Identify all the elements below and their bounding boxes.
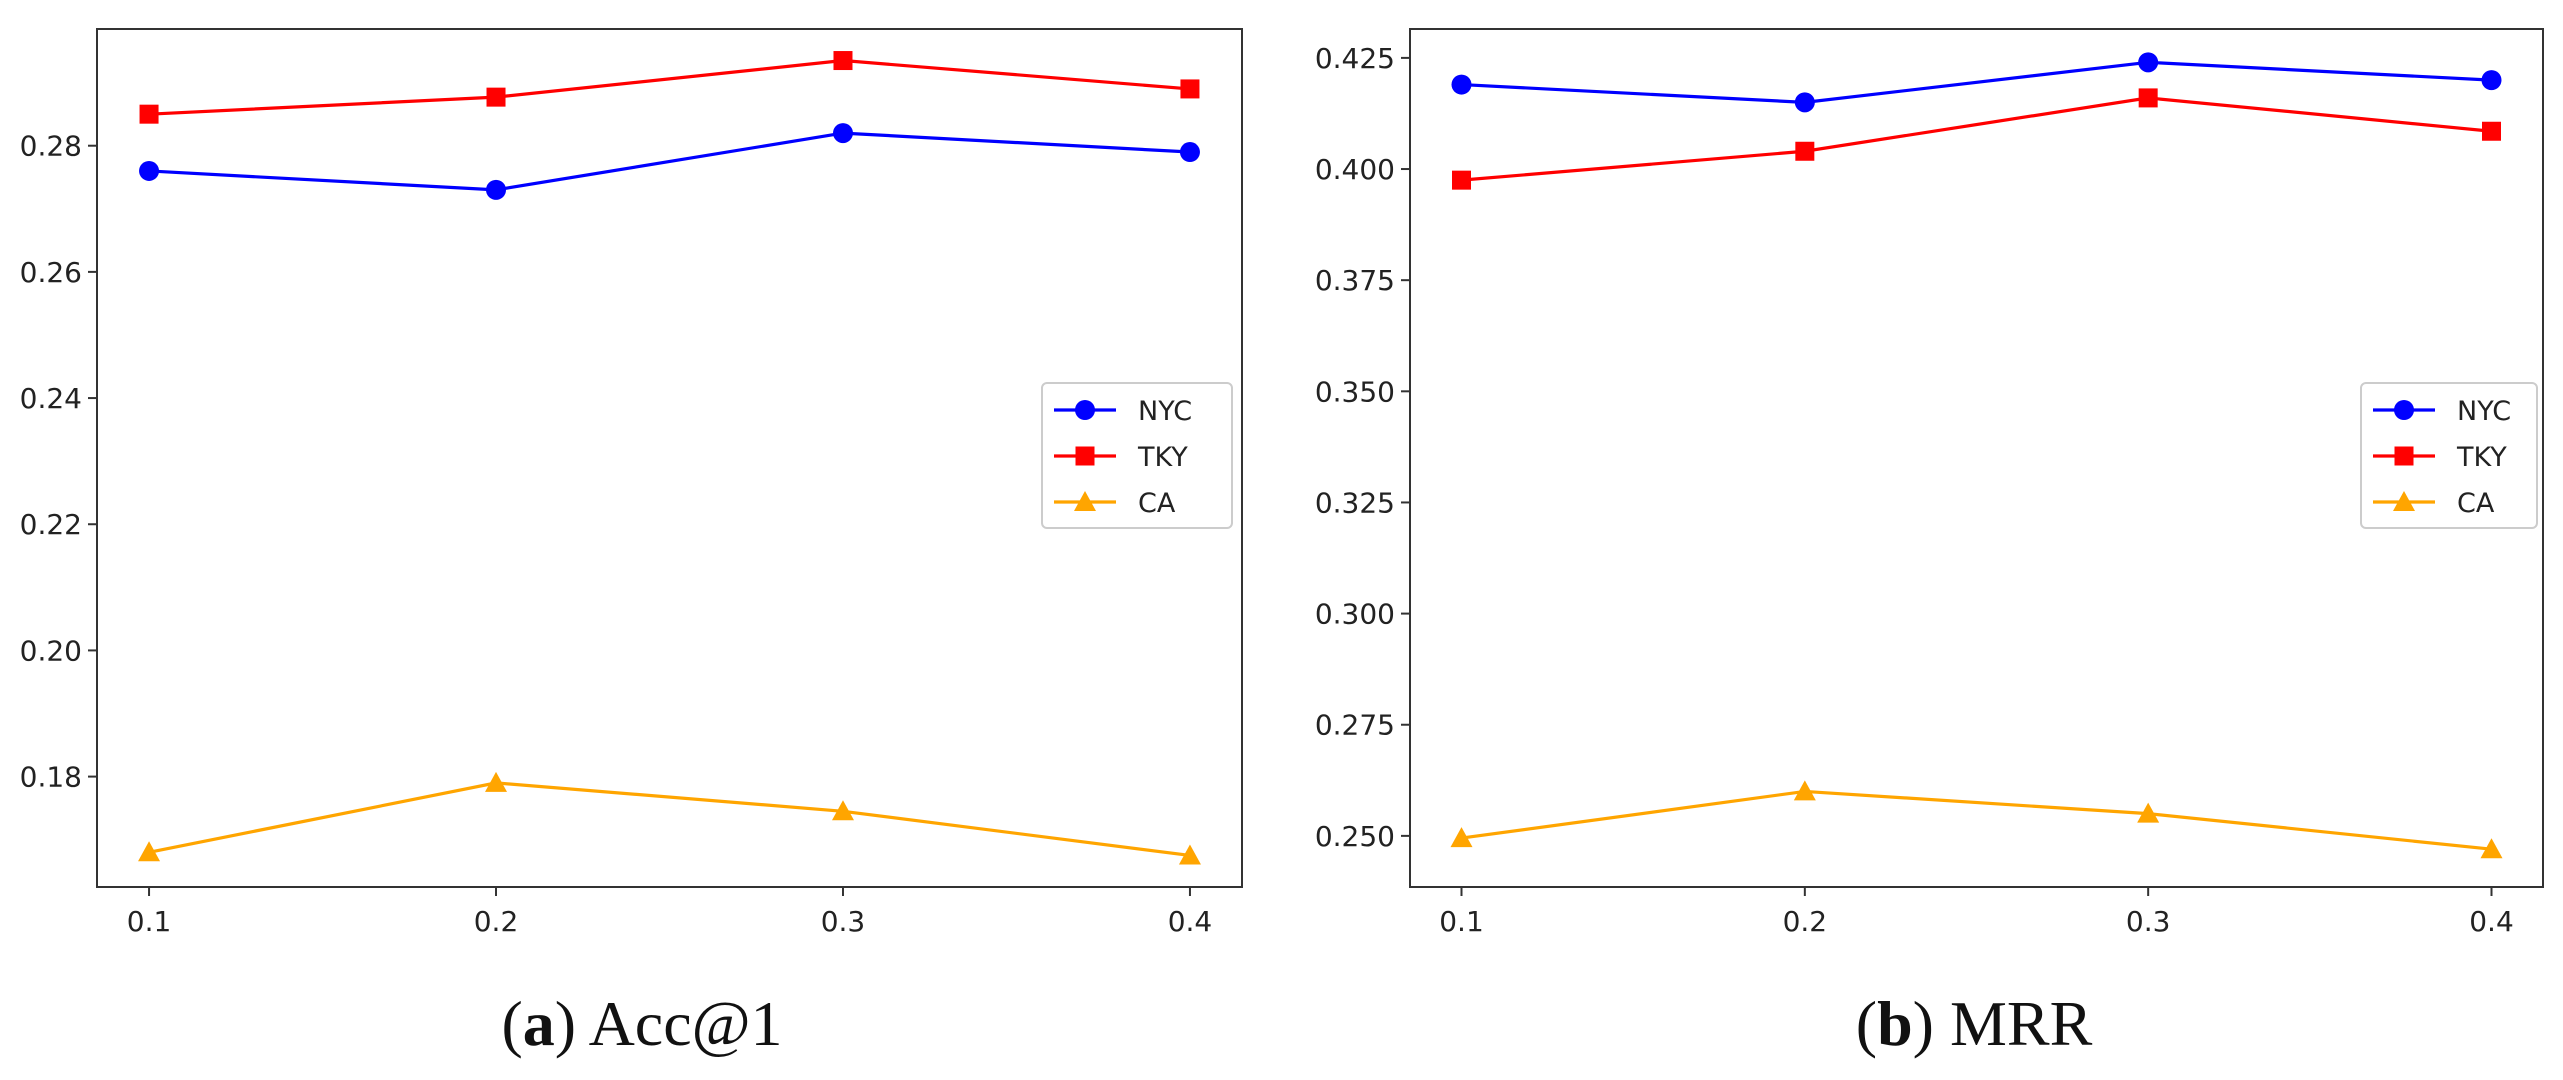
y-tick-label: 0.325 <box>1315 486 1395 519</box>
caption-paren: ) <box>1913 988 1934 1059</box>
data-point-ca <box>1450 827 1473 848</box>
series-tky <box>139 51 1200 124</box>
data-point-nyc <box>139 160 160 181</box>
series-line-tky <box>1461 96 2492 182</box>
legend-item-ca: CA <box>1054 488 1176 519</box>
data-point-ca <box>138 841 161 862</box>
panel-caption: (a) Acc@1 <box>501 988 782 1059</box>
data-point-nyc <box>486 179 507 200</box>
series-line-tky <box>148 58 1191 116</box>
legend-marker <box>1074 491 1096 511</box>
data-point-nyc <box>2138 52 2159 73</box>
caption-letter: b <box>1877 988 1913 1059</box>
legend-label: TKY <box>1137 442 1188 473</box>
y-tick-label: 0.18 <box>20 761 82 794</box>
x-tick-label: 0.3 <box>821 905 866 938</box>
series-ca <box>1450 780 2503 859</box>
y-tick-label: 0.22 <box>20 508 82 541</box>
legend-label: CA <box>1138 488 1176 519</box>
legend-item-nyc: NYC <box>2373 396 2511 427</box>
legend-item-tky: TKY <box>2373 442 2507 473</box>
legend-marker <box>1075 446 1095 466</box>
legend-marker <box>1075 400 1095 420</box>
x-tick-label: 0.3 <box>2126 905 2171 938</box>
caption-paren: ( <box>501 988 522 1059</box>
caption-title: Acc@1 <box>576 988 782 1059</box>
series-tky <box>1452 88 2501 190</box>
data-point-tky <box>1452 170 1471 190</box>
legend-item-ca: CA <box>2373 488 2495 519</box>
x-tick-label: 0.4 <box>1168 905 1213 938</box>
data-point-tky <box>833 51 853 71</box>
series-line-ca <box>148 781 1191 858</box>
series-nyc <box>1451 52 2502 113</box>
series-line-nyc <box>148 131 1191 192</box>
data-point-ca <box>1178 844 1201 865</box>
y-tick-label: 0.350 <box>1315 375 1395 408</box>
caption-title: MRR <box>1934 988 2093 1059</box>
y-tick-label: 0.400 <box>1315 153 1395 186</box>
legend: NYC TKY CA <box>1041 382 1233 529</box>
caption-paren: ( <box>1856 988 1877 1059</box>
legend-label: CA <box>2457 488 2495 519</box>
data-point-ca <box>1793 780 1816 801</box>
panel-b: 0.1 0.2 0.3 0.4 0.250 0.275 0.300 0.325 0.350 0.3… <box>1315 28 2544 1059</box>
legend-marker <box>2393 491 2415 511</box>
series-line-nyc <box>1461 60 2492 104</box>
y-tick-label: 0.275 <box>1315 709 1395 742</box>
legend-marker <box>2394 400 2414 420</box>
y-tick-label: 0.300 <box>1315 598 1395 631</box>
caption-paren: ) <box>555 988 576 1059</box>
data-point-ca <box>2137 802 2160 823</box>
series-line-ca <box>1461 789 2492 851</box>
data-point-tky <box>486 87 506 107</box>
legend: NYC TKY CA <box>2360 382 2538 529</box>
data-point-tky <box>139 104 159 124</box>
panel-a: 0.1 0.2 0.3 0.4 0.18 0.20 0.22 0.24 0.26 0.28 NYC T… <box>20 28 1243 1059</box>
y-tick-label: 0.375 <box>1315 264 1395 297</box>
data-point-nyc <box>1451 74 1472 95</box>
x-tick-label: 0.1 <box>127 905 172 938</box>
data-point-nyc <box>832 123 853 144</box>
series-nyc <box>139 123 1200 200</box>
axes-frame <box>96 28 1243 888</box>
y-tick-label: 0.28 <box>20 130 82 163</box>
y-tick-label: 0.26 <box>20 256 82 289</box>
data-point-nyc <box>1794 92 1815 113</box>
x-tick-label: 0.2 <box>1783 905 1828 938</box>
legend-label: NYC <box>1138 396 1192 427</box>
legend-label: TKY <box>2456 442 2507 473</box>
axes-frame <box>1409 28 2544 888</box>
data-point-ca <box>831 800 854 821</box>
panel-caption: (b) MRR <box>1856 988 2093 1059</box>
series-ca <box>138 771 1201 865</box>
legend-item-nyc: NYC <box>1054 396 1192 427</box>
data-point-ca <box>485 771 508 792</box>
data-point-tky <box>1180 79 1200 99</box>
data-point-tky <box>1795 141 1815 161</box>
y-tick-label: 0.20 <box>20 634 82 667</box>
x-tick-label: 0.4 <box>2469 905 2514 938</box>
x-tick-label: 0.2 <box>474 905 519 938</box>
data-point-ca <box>2480 838 2503 859</box>
legend-box <box>1041 382 1233 529</box>
data-point-nyc <box>1179 142 1200 163</box>
y-tick-label: 0.250 <box>1315 820 1395 853</box>
legend-item-tky: TKY <box>1054 442 1188 473</box>
data-point-tky <box>2482 121 2501 141</box>
data-point-tky <box>2138 88 2158 108</box>
y-tick-label: 0.24 <box>20 382 82 415</box>
data-point-nyc <box>2481 70 2502 91</box>
y-tick-label: 0.425 <box>1315 42 1395 75</box>
caption-letter: a <box>523 988 555 1059</box>
legend-label: NYC <box>2457 396 2511 427</box>
legend-marker <box>2394 446 2414 466</box>
x-tick-label: 0.1 <box>1439 905 1484 938</box>
